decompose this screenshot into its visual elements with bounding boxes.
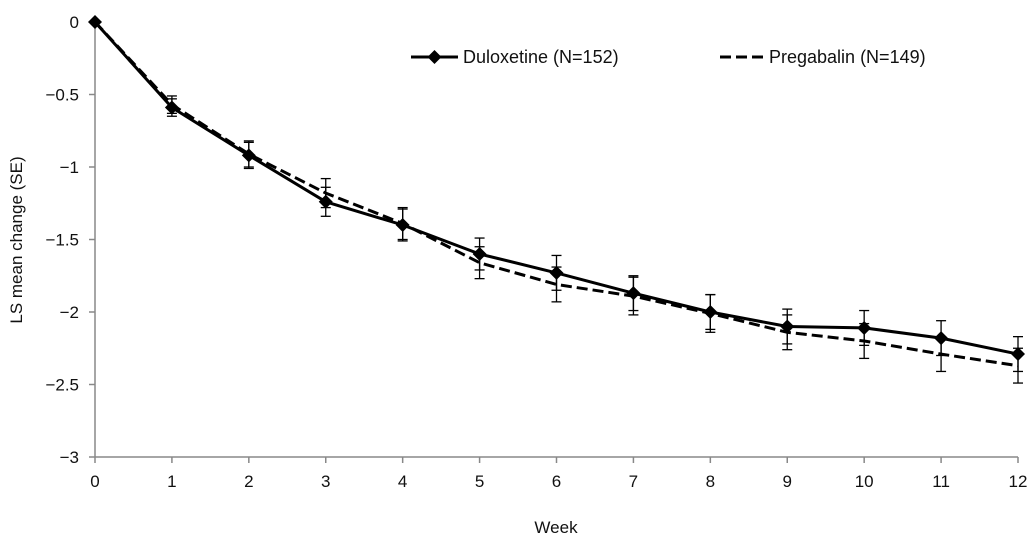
x-tick-label: 12 [1009, 472, 1028, 491]
legend-duloxetine-marker [427, 50, 442, 64]
x-tick-label: 0 [90, 472, 99, 491]
series-pregabalin [93, 20, 1023, 384]
x-tick-label: 9 [783, 472, 792, 491]
pregabalin-line [93, 20, 1019, 368]
y-tick-label: −2.5 [45, 376, 79, 395]
y-tick-label: −1.5 [45, 231, 79, 250]
x-tick-label: 2 [244, 472, 253, 491]
x-tick-label: 10 [855, 472, 874, 491]
y-tick-label: −3 [60, 448, 79, 467]
plot-area [88, 15, 1025, 384]
x-tick-label: 5 [475, 472, 484, 491]
x-axis-title: Week [534, 518, 578, 537]
y-axis-title: LS mean change (SE) [7, 156, 26, 323]
y-axis-ticks: 0 −0.5 −1 −1.5 −2 −2.5 −3 [45, 13, 95, 467]
axes [94, 22, 1018, 458]
series-duloxetine [88, 15, 1025, 373]
y-tick-label: −1 [60, 158, 79, 177]
legend: Duloxetine (N=152) Pregabalin (N=149) [411, 47, 926, 67]
x-tick-label: 4 [398, 472, 407, 491]
x-tick-label: 6 [552, 472, 561, 491]
x-tick-label: 8 [706, 472, 715, 491]
x-tick-label: 1 [167, 472, 176, 491]
x-tick-label: 7 [629, 472, 638, 491]
duloxetine-line [93, 20, 1019, 356]
y-tick-label: −2 [60, 303, 79, 322]
y-tick-label: −0.5 [45, 86, 79, 105]
x-axis-ticks: 0 1 2 3 4 5 6 7 8 9 10 11 12 [90, 457, 1027, 491]
x-tick-label: 11 [932, 472, 950, 491]
legend-duloxetine-label: Duloxetine (N=152) [463, 47, 619, 67]
x-tick-label: 3 [321, 472, 330, 491]
legend-pregabalin-label: Pregabalin (N=149) [769, 47, 926, 67]
y-tick-label: 0 [70, 13, 79, 32]
